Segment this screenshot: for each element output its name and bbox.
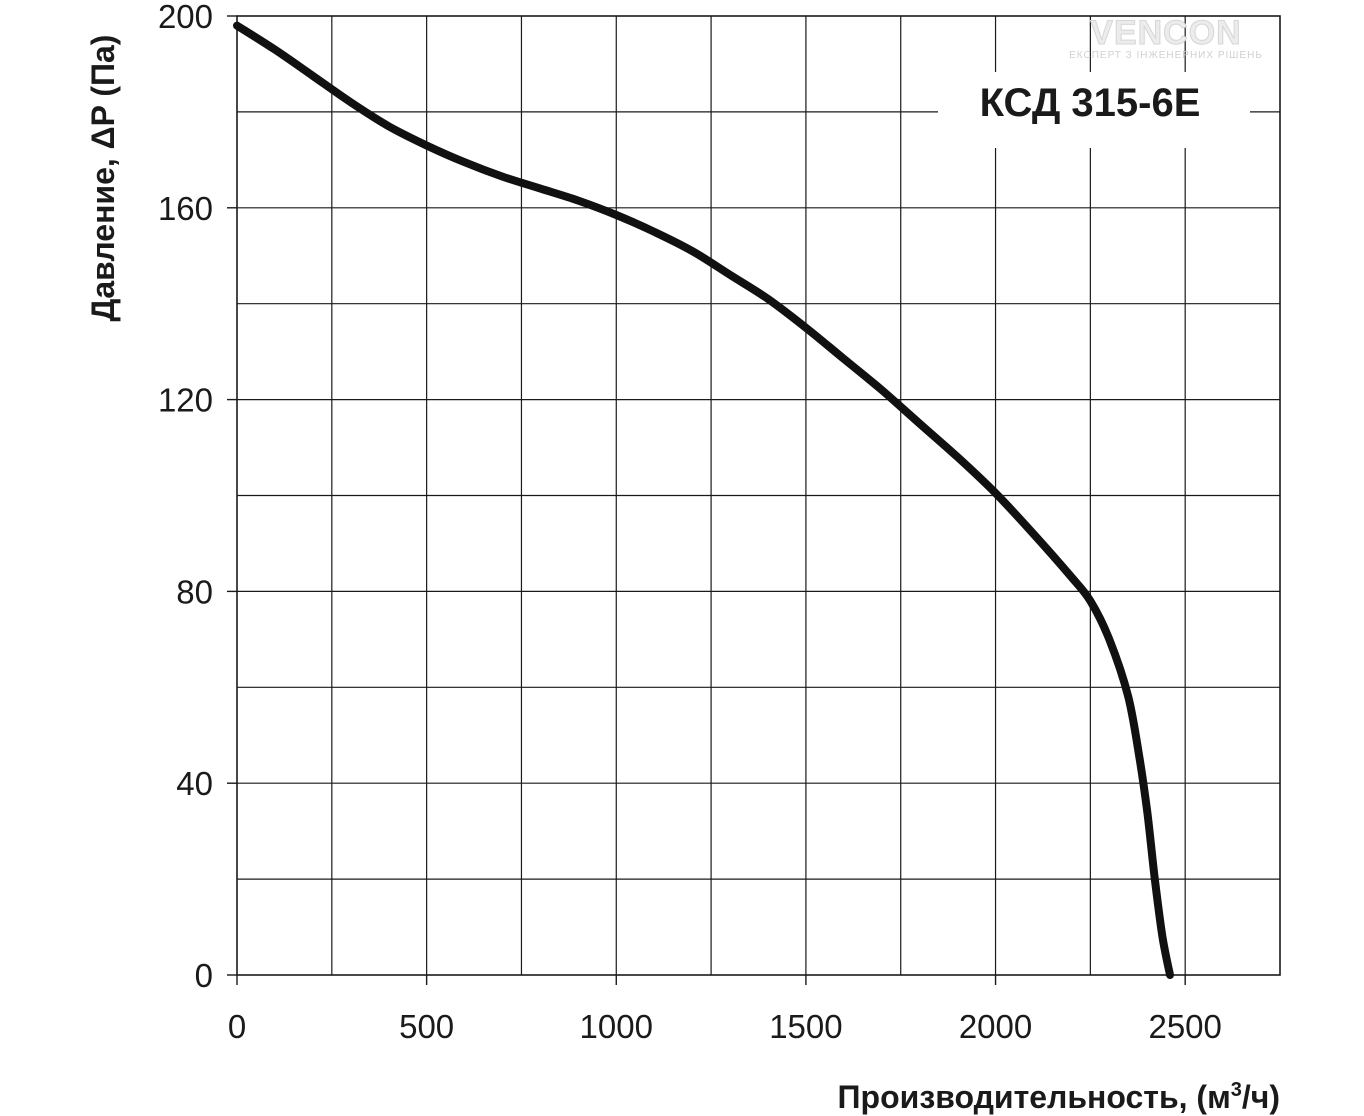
grid-lines <box>237 16 1280 975</box>
x-tick-label: 2500 <box>1148 1008 1221 1045</box>
y-tick-label: 200 <box>158 0 213 35</box>
logo-watermark: VENCON ЕКСПЕРТ З ІНЖЕНЕРНИХ РІШЕНЬ <box>1069 14 1263 62</box>
x-tick-label: 0 <box>228 1008 246 1045</box>
logo-tagline: ЕКСПЕРТ З ІНЖЕНЕРНИХ РІШЕНЬ <box>1069 50 1263 61</box>
x-tick-label: 500 <box>399 1008 454 1045</box>
y-tick-label: 80 <box>176 573 213 610</box>
chart-title: КСД 315-6Е <box>980 81 1201 125</box>
x-tick-label: 1500 <box>769 1008 842 1045</box>
plot-area <box>236 15 1281 976</box>
y-axis-label: Давление, ΔP (Па) <box>85 35 121 322</box>
y-tick-label: 120 <box>158 382 213 419</box>
logo-text: VENCON <box>1090 14 1241 52</box>
plot-frame <box>236 15 1281 976</box>
x-tick-label: 1000 <box>580 1008 653 1045</box>
y-tick-label: 40 <box>176 765 213 802</box>
y-tick-label: 160 <box>158 190 213 227</box>
performance-curve <box>233 21 1174 979</box>
model-label-background <box>938 72 1250 148</box>
x-axis-label-main: Производительность, (м <box>838 1079 1231 1115</box>
x-axis-label-tail: /ч) <box>1242 1079 1280 1115</box>
y-tick-label: 0 <box>195 957 213 994</box>
x-tick-labels: 0 500 1000 1500 2000 2500 <box>228 975 1222 1045</box>
x-axis-label-superscript: 3 <box>1231 1079 1242 1101</box>
y-tick-labels: 0 40 80 120 160 200 <box>158 0 237 994</box>
x-tick-label: 2000 <box>959 1008 1032 1045</box>
x-axis-label: Производительность, (м3/ч) <box>838 1079 1280 1115</box>
